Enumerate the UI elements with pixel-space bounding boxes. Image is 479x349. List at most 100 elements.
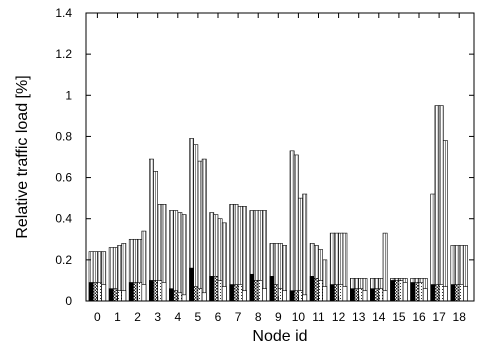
y-tick-label: 0.4 xyxy=(55,212,72,226)
inner-bar-node-14-series-1 xyxy=(370,288,375,302)
bar-node-5-series-3 xyxy=(197,160,203,302)
x-tick-label: 14 xyxy=(372,310,386,324)
y-tick-label: 0.6 xyxy=(55,171,72,185)
inner-bar-node-14-series-4 xyxy=(382,290,388,302)
x-tick-label: 15 xyxy=(392,310,406,324)
x-tick-label: 5 xyxy=(195,310,202,324)
inner-bar-node-7-series-3 xyxy=(237,284,243,302)
inner-bar-node-13-series-4 xyxy=(362,290,368,302)
inner-bar-node-15-series-3 xyxy=(398,280,404,302)
bar-node-10-series-2 xyxy=(293,154,299,302)
inner-bar-node-7-series-1 xyxy=(229,284,235,302)
bars-layer xyxy=(88,105,468,302)
x-tick-label: 8 xyxy=(255,310,262,324)
inner-bar-node-13-series-3 xyxy=(358,288,364,302)
bar-node-7-series-4 xyxy=(242,206,247,302)
plot-frame xyxy=(85,12,475,302)
bar-node-4-series-2 xyxy=(173,210,179,302)
x-axis-label: Node id xyxy=(252,328,307,345)
inner-bar-node-7-series-2 xyxy=(233,284,239,302)
inner-bar-node-3-series-1 xyxy=(149,280,154,302)
x-tick-label: 3 xyxy=(154,310,161,324)
inner-bar-node-6-series-1 xyxy=(209,276,215,302)
x-tick-label: 10 xyxy=(292,310,306,324)
bar-node-4-series-3 xyxy=(177,212,183,302)
inner-bar-node-0-series-3 xyxy=(97,282,102,302)
inner-bar-node-8-series-1 xyxy=(249,273,255,302)
inner-bar-node-11-series-4 xyxy=(322,286,328,302)
y-tick-label: 0 xyxy=(65,294,72,308)
y-tick-label: 0.8 xyxy=(55,129,72,143)
x-tick-label: 13 xyxy=(352,310,366,324)
inner-bar-node-1-series-4 xyxy=(121,290,127,302)
inner-bar-node-5-series-3 xyxy=(197,288,203,302)
inner-bar-node-9-series-2 xyxy=(273,284,279,302)
x-tick-label: 18 xyxy=(453,310,467,324)
bar-node-10-series-4 xyxy=(302,193,308,302)
inner-bar-node-8-series-4 xyxy=(262,288,267,302)
inner-bar-node-8-series-2 xyxy=(253,280,259,302)
inner-bar-node-12-series-3 xyxy=(338,284,344,302)
bar-node-4-series-1 xyxy=(169,210,174,302)
inner-bar-node-3-series-4 xyxy=(161,282,167,302)
y-tick-label: 0.2 xyxy=(55,253,72,267)
x-tick-label: 7 xyxy=(235,310,242,324)
inner-bar-node-5-series-2 xyxy=(193,286,199,302)
bar-node-3-series-1 xyxy=(149,158,154,302)
y-axis-label: Relative traffic load [%] xyxy=(14,75,31,238)
inner-bar-node-2-series-1 xyxy=(128,282,134,302)
bar-node-5-series-2 xyxy=(193,144,199,302)
inner-bar-node-4-series-1 xyxy=(169,288,174,302)
inner-bar-node-14-series-2 xyxy=(374,288,380,302)
x-tick-label: 2 xyxy=(134,310,141,324)
inner-bar-node-17-series-1 xyxy=(430,284,436,302)
inner-bar-node-4-series-2 xyxy=(173,290,179,302)
inner-bar-node-14-series-3 xyxy=(378,288,384,302)
bar-node-17-series-4 xyxy=(442,140,448,302)
inner-bar-node-4-series-4 xyxy=(181,294,187,302)
inner-bar-node-1-series-2 xyxy=(113,288,118,302)
x-tick-label: 17 xyxy=(432,310,446,324)
x-tick-label: 6 xyxy=(215,310,222,324)
inner-bar-node-8-series-3 xyxy=(257,280,263,302)
inner-bar-node-7-series-4 xyxy=(242,290,247,302)
inner-bar-node-13-series-1 xyxy=(349,288,355,302)
x-tick-label: 0 xyxy=(94,310,101,324)
inner-bar-node-17-series-3 xyxy=(438,284,444,302)
inner-bar-node-0-series-1 xyxy=(88,282,94,302)
inner-bar-node-11-series-1 xyxy=(309,276,315,302)
inner-bar-node-16-series-4 xyxy=(422,288,428,302)
inner-bar-node-1-series-1 xyxy=(108,288,114,302)
inner-bar-node-10-series-3 xyxy=(298,290,303,302)
inner-bar-node-18-series-1 xyxy=(450,284,456,302)
inner-bar-node-9-series-4 xyxy=(282,290,287,302)
inner-bar-node-12-series-1 xyxy=(329,284,335,302)
inner-bar-node-5-series-4 xyxy=(201,292,207,302)
y-tick-label: 1.2 xyxy=(55,47,72,61)
x-tick-label: 4 xyxy=(174,310,181,324)
inner-bar-node-3-series-2 xyxy=(153,280,158,302)
y-tick-label: 1.4 xyxy=(55,6,72,20)
inner-bar-node-4-series-3 xyxy=(177,292,183,302)
y-tick-label: 1 xyxy=(65,88,72,102)
inner-bar-node-9-series-3 xyxy=(277,288,283,302)
inner-bar-node-9-series-1 xyxy=(269,276,275,302)
inner-bar-node-6-series-3 xyxy=(217,280,223,302)
inner-bar-node-18-series-4 xyxy=(463,286,468,302)
bar-node-10-series-3 xyxy=(298,197,303,302)
bar-node-8-series-4 xyxy=(262,210,267,302)
inner-bar-node-15-series-2 xyxy=(394,280,400,302)
inner-bar-node-11-series-2 xyxy=(313,278,319,302)
inner-bar-node-0-series-2 xyxy=(92,282,98,302)
inner-bar-node-15-series-1 xyxy=(390,280,395,302)
inner-bar-node-13-series-2 xyxy=(354,288,359,302)
x-axis-ticks: 0 1 2 3 4 5 6 7 8 9 10 11 12 13 14 15 16 17 18 xyxy=(94,13,466,324)
bar-node-17-series-2 xyxy=(434,105,440,302)
inner-bar-node-12-series-2 xyxy=(334,284,339,302)
x-tick-label: 11 xyxy=(312,310,325,324)
inner-bar-node-10-series-1 xyxy=(289,290,295,302)
x-tick-label: 12 xyxy=(332,310,346,324)
inner-bar-node-6-series-4 xyxy=(221,286,227,302)
inner-bar-node-2-series-4 xyxy=(141,284,147,302)
